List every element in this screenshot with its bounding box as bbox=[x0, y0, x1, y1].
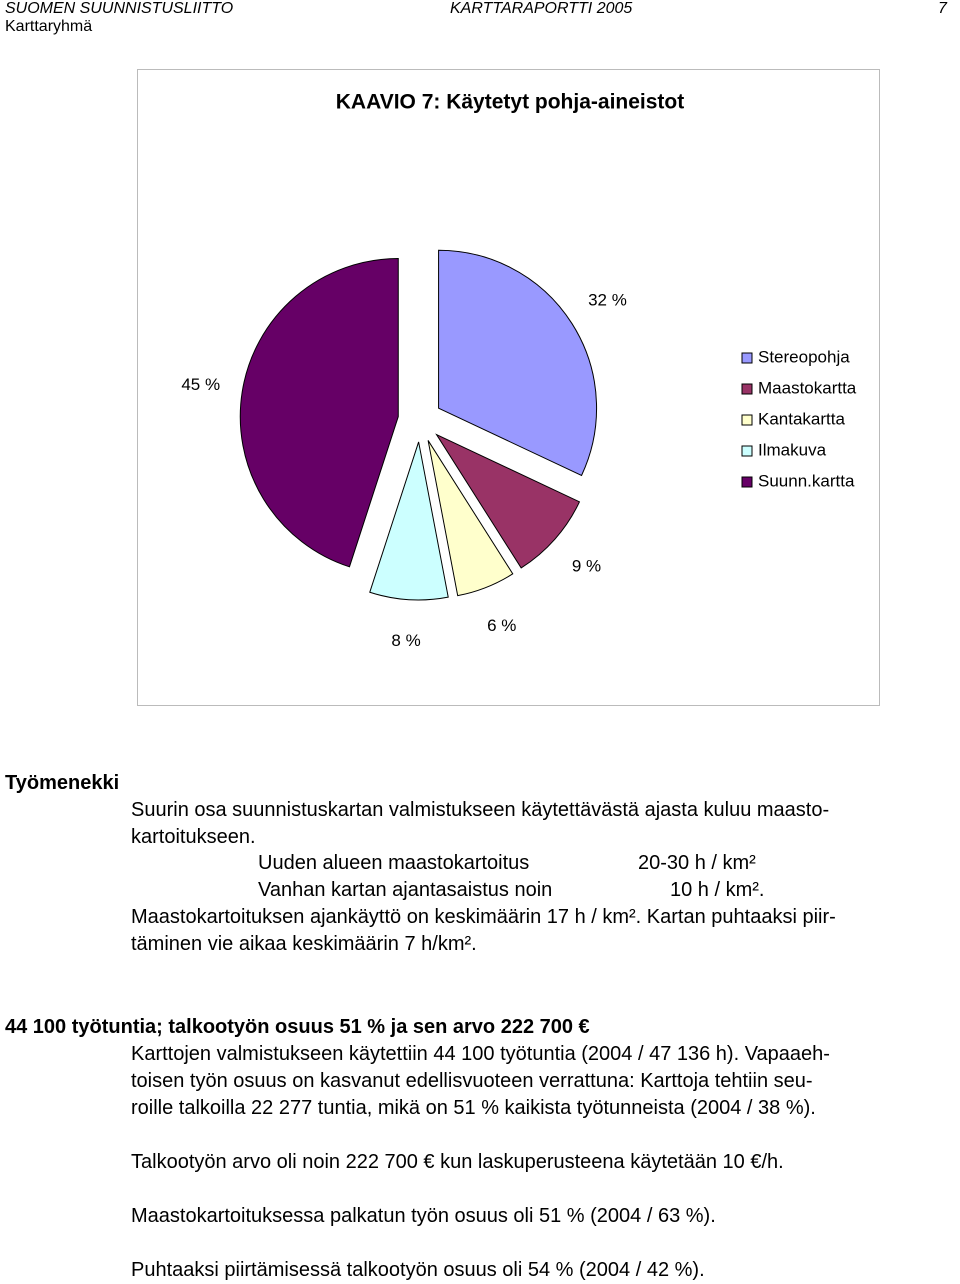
text-line: täminen vie aikaa keskimäärin 7 h/km². bbox=[131, 933, 477, 955]
data-label: 9 % bbox=[572, 556, 601, 575]
data-label: 45 % bbox=[181, 375, 220, 394]
text-line: roille talkoilla 22 277 tuntia, mikä on … bbox=[131, 1097, 816, 1119]
text-line: toisen työn osuus on kasvanut edellisvuo… bbox=[131, 1070, 813, 1092]
table-cell: 20-30 h / km² bbox=[638, 852, 756, 874]
page-number: 7 bbox=[938, 0, 947, 17]
pie-slice bbox=[369, 441, 449, 601]
text-line: Karttojen valmistukseen käytettiin 44 10… bbox=[131, 1043, 830, 1065]
text-line: Talkootyön arvo oli noin 222 700 € kun l… bbox=[131, 1151, 784, 1173]
legend-label: Suunn.kartta bbox=[758, 471, 855, 490]
pie-slice bbox=[438, 249, 598, 477]
pie-slice bbox=[427, 440, 514, 597]
data-label: 32 % bbox=[588, 291, 627, 310]
pie-slice bbox=[239, 258, 399, 568]
data-label: 6 % bbox=[487, 616, 516, 635]
table-cell: Uuden alueen maastokartoitus bbox=[258, 852, 530, 874]
text-line: Maastokartoituksen ajankäyttö on keskimä… bbox=[131, 906, 836, 928]
legend-swatch bbox=[741, 445, 753, 457]
chart: KAAVIO 7: Käytetyt pohja-aineistot 32 % 9… bbox=[137, 69, 880, 706]
table-cell: Vanhan kartan ajantasaistus noin bbox=[258, 879, 553, 901]
legend-swatch bbox=[741, 476, 753, 488]
heading: 44 100 työtuntia; talkootyön osuus 51 % … bbox=[5, 1016, 590, 1038]
heading: Työmenekki bbox=[5, 772, 120, 794]
legend-label: Kantakartta bbox=[758, 409, 845, 428]
legend-label: Ilmakuva bbox=[758, 440, 827, 459]
text-line: Suurin osa suunnistuskartan valmistuksee… bbox=[131, 799, 830, 821]
text-line: kartoitukseen. bbox=[131, 826, 256, 848]
text-line: Puhtaaksi piirtämisessä talkootyön osuus… bbox=[131, 1259, 705, 1281]
header-sub: Karttaryhmä bbox=[5, 18, 93, 35]
text-line: Maastokartoituksessa palkatun työn osuus… bbox=[131, 1205, 716, 1227]
header-left: SUOMEN SUUNNISTUSLIITTO bbox=[5, 0, 234, 17]
table-cell: 10 h / km². bbox=[670, 879, 765, 901]
legend-swatch bbox=[741, 383, 753, 395]
legend-label: Stereopohja bbox=[758, 347, 850, 366]
chart-title: KAAVIO 7: Käytetyt pohja-aineistot bbox=[336, 91, 685, 114]
legend-label: Maastokartta bbox=[758, 378, 857, 397]
pie-slice bbox=[435, 433, 581, 569]
data-label: 8 % bbox=[391, 631, 420, 650]
legend-swatch bbox=[741, 414, 753, 426]
header-center: KARTTARAPORTTI 2005 bbox=[450, 0, 633, 17]
legend-swatch bbox=[741, 352, 753, 364]
